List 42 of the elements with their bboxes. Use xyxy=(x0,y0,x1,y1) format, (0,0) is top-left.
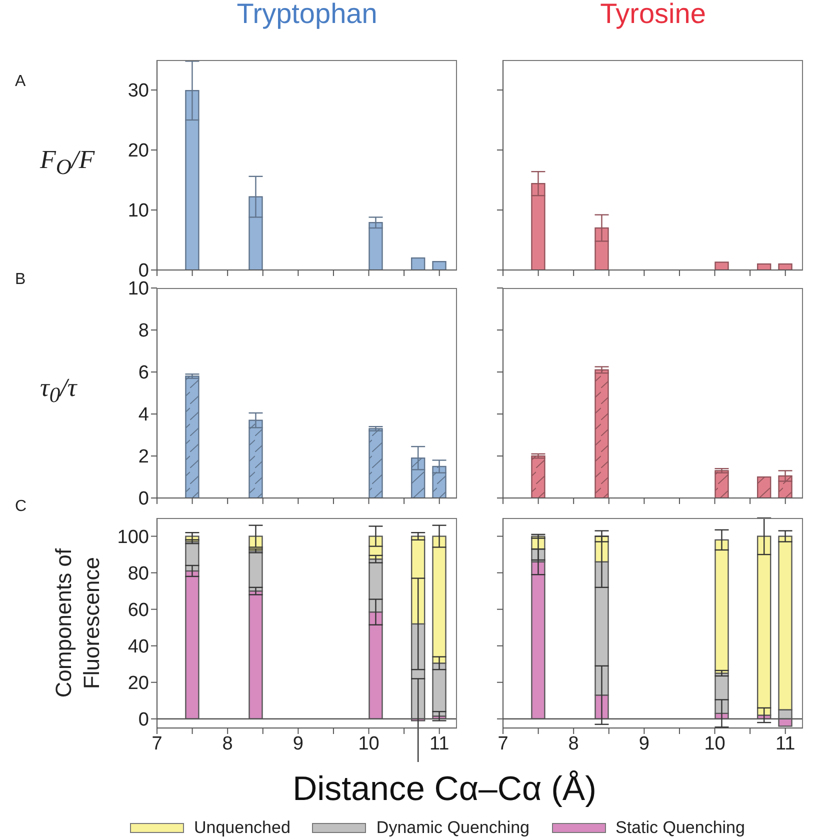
y-tick-label: 30 xyxy=(128,80,149,102)
legend-label: Dynamic Quenching xyxy=(376,818,530,838)
y-tick-label: 0 xyxy=(138,710,149,731)
x-tick-label: 10 xyxy=(704,733,726,754)
y-axis-title: τ$_{0}$/τ xyxy=(40,373,77,408)
y-tick-label: 80 xyxy=(128,564,149,585)
bar xyxy=(778,263,792,270)
x-tick-label: 9 xyxy=(638,733,650,754)
x-axis-title: Distance Cα–Cα (Å) xyxy=(292,770,596,808)
x-tick-label: 8 xyxy=(568,733,579,754)
chart-title: Tyrosine xyxy=(600,0,706,29)
legend-label: Unquenched xyxy=(194,818,290,838)
y-tick-label: 10 xyxy=(128,200,149,222)
bar xyxy=(410,257,426,270)
chart-title: Tryptophan xyxy=(236,0,378,29)
bar xyxy=(756,263,772,270)
y-axis-title: F$_{O}$/F xyxy=(40,145,95,180)
y-tick-label: 4 xyxy=(138,404,150,426)
bar xyxy=(432,261,446,270)
y-tick-label: 0 xyxy=(138,488,149,510)
bar xyxy=(714,262,729,270)
text: B xyxy=(15,271,26,288)
x-tick-label: 8 xyxy=(222,733,233,754)
y-tick-label: 100 xyxy=(117,527,149,548)
text: C xyxy=(15,498,27,515)
y-tick-label: 2 xyxy=(138,446,149,468)
y-tick-label: 60 xyxy=(128,600,149,622)
y-axis-title: Components of Fluorescence xyxy=(51,548,104,698)
x-tick-label: 11 xyxy=(775,733,796,754)
y-tick-label: 40 xyxy=(128,636,149,658)
x-tick-label: 9 xyxy=(292,733,304,754)
bar xyxy=(756,536,772,716)
y-tick-label: 6 xyxy=(138,362,149,384)
y-tick-label: 8 xyxy=(138,320,149,342)
y-tick-label: 20 xyxy=(128,140,149,162)
x-tick-label: 10 xyxy=(358,733,380,754)
x-tick-label: 7 xyxy=(152,733,162,754)
x-tick-label: 7 xyxy=(498,733,508,754)
text: A xyxy=(15,73,26,90)
legend-label: Static Quenching xyxy=(616,818,745,838)
y-tick-label: 20 xyxy=(128,673,149,694)
x-tick-label: 11 xyxy=(429,733,450,754)
